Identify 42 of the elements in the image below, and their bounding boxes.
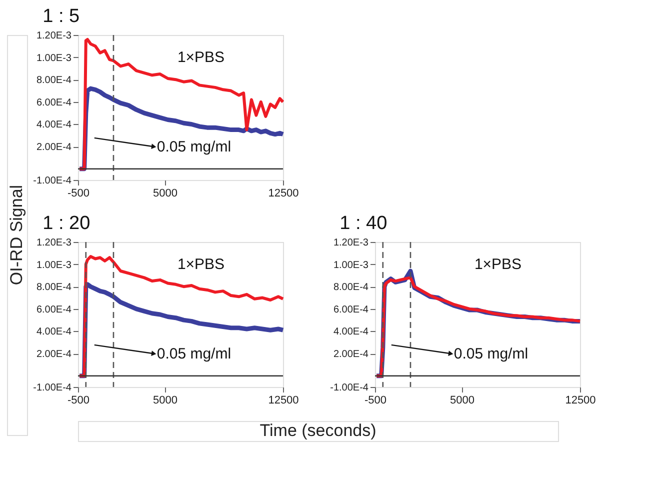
y-tick-label: 6.00E-4 — [36, 304, 72, 316]
y-tick-label: 4.00E-4 — [36, 326, 72, 338]
line-series — [78, 38, 284, 170]
x-tick-label: -500 — [364, 394, 387, 406]
y-tick-label: 4.00E-4 — [36, 120, 72, 131]
annotation: 1×PBS — [177, 256, 225, 273]
x-tick-label: 12500 — [268, 188, 299, 200]
y-tick-label: 1.00E-3 — [36, 52, 72, 64]
x-tick-label: 12500 — [565, 394, 596, 406]
y-tick-label: 1.00E-3 — [333, 260, 369, 271]
y-tick-label: -1.00E-4 — [33, 382, 72, 394]
annotation: 1×PBS — [177, 48, 225, 66]
x-tick-label: 5000 — [152, 394, 178, 406]
x-tick-label: 5000 — [450, 394, 474, 406]
y-tick-label: 6.00E-4 — [333, 304, 369, 316]
y-tick-label: 1.20E-3 — [36, 238, 72, 248]
annotation: 1×PBS — [474, 256, 522, 273]
x-tick-label: 12500 — [268, 394, 299, 406]
y-tick-label: -1.00E-4 — [33, 176, 72, 186]
y-tick-label: 6.00E-4 — [36, 97, 72, 108]
y-tick-label: 8.00E-4 — [36, 282, 72, 294]
chart-title: 1 : 5 — [42, 6, 80, 27]
chart-title: 1 : 40 — [340, 213, 388, 234]
x-tick-label: -500 — [67, 188, 90, 200]
y-tick-label: 1.00E-3 — [36, 260, 72, 271]
y-tick-label: 1.20E-3 — [36, 30, 72, 42]
chart-title: 1 : 20 — [42, 213, 90, 234]
x-tick-label: -500 — [67, 394, 90, 406]
y-tick-label: 2.00E-4 — [36, 349, 72, 360]
y-tick-label: -1.00E-4 — [330, 382, 369, 394]
y-tick-label: 2.00E-4 — [333, 349, 369, 360]
x-axis-title: Time (seconds) — [260, 421, 376, 440]
annotation: 0.05 mg/ml — [454, 346, 528, 363]
y-tick-label: 2.00E-4 — [36, 142, 72, 154]
y-axis-title: OI-RD Signal — [7, 184, 26, 286]
y-tick-label: 4.00E-4 — [333, 326, 369, 338]
x-tick-label: 5000 — [152, 188, 178, 200]
y-tick-label: 8.00E-4 — [333, 282, 369, 294]
annotation: 0.05 mg/ml — [156, 138, 232, 156]
annotation: 0.05 mg/ml — [156, 346, 232, 363]
y-tick-label: 8.00E-4 — [36, 75, 72, 86]
y-tick-label: 1.20E-3 — [333, 238, 369, 248]
